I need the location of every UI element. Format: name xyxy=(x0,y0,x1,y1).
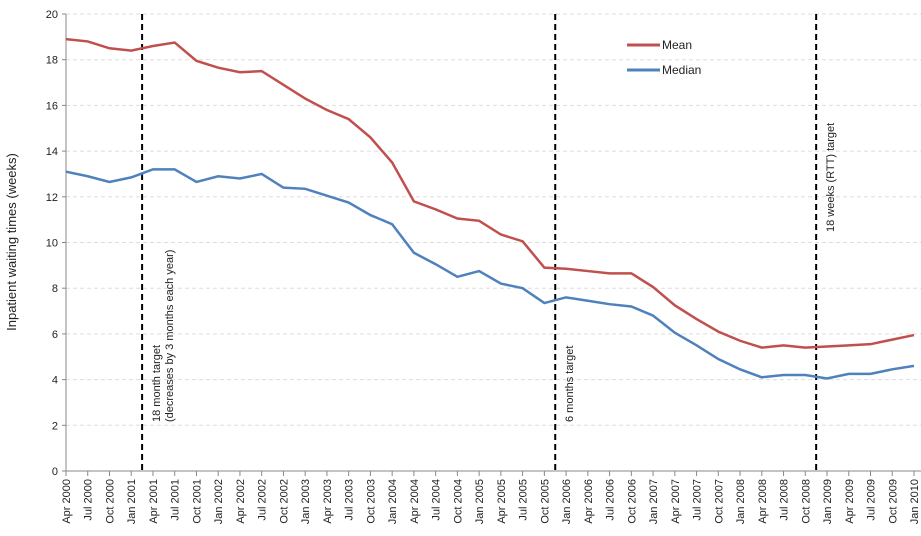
x-tick-label: Jan 2003 xyxy=(300,479,312,524)
x-tick-label: Apr 2007 xyxy=(670,479,682,524)
x-tick-label: Jan 2008 xyxy=(735,479,747,524)
x-tick-label: Jul 2004 xyxy=(431,479,443,521)
y-tick-label: 2 xyxy=(52,420,58,432)
x-tick-label: Oct 2004 xyxy=(452,479,464,524)
x-tick-label: Jan 2010 xyxy=(909,479,921,524)
x-tick-label: Jul 2005 xyxy=(518,479,530,521)
y-tick-label: 8 xyxy=(52,283,58,295)
x-tick-label: Apr 2004 xyxy=(409,479,421,524)
series-line xyxy=(65,168,915,380)
x-tick-label: Jul 2003 xyxy=(344,479,356,521)
x-tick-label: Jul 2000 xyxy=(83,479,95,521)
x-tick-label: Jan 2009 xyxy=(822,479,834,524)
x-tick-label: Jan 2005 xyxy=(474,479,486,524)
x-tick-label: Oct 2006 xyxy=(626,479,638,524)
x-tick-label: Jan 2006 xyxy=(561,479,573,524)
x-tick-label: Jan 2007 xyxy=(648,479,660,524)
x-tick-label: Oct 2002 xyxy=(278,479,290,524)
y-axis-label: Inpatient waiting times (weeks) xyxy=(4,153,19,331)
y-tick-label: 10 xyxy=(46,238,58,250)
series-line xyxy=(65,37,915,349)
x-tick-label: Oct 2000 xyxy=(104,479,116,524)
x-tick-label: Jan 2001 xyxy=(126,479,138,524)
x-tick-label: Apr 2003 xyxy=(322,479,334,524)
y-tick-label: 12 xyxy=(46,192,58,204)
legend-label: Mean xyxy=(662,38,692,52)
y-tick-label: 16 xyxy=(46,100,58,112)
annotation-text: 18 month target xyxy=(151,345,163,422)
x-tick-label: Jul 2007 xyxy=(692,479,704,521)
x-tick-label: Oct 2009 xyxy=(887,479,899,524)
annotation-text: 18 weeks (RTT) target xyxy=(825,123,837,232)
x-tick-label: Apr 2005 xyxy=(496,479,508,524)
x-tick-label: Jan 2002 xyxy=(213,479,225,524)
y-tick-label: 4 xyxy=(52,375,58,387)
x-tick-label: Oct 2008 xyxy=(800,479,812,524)
x-tick-label: Oct 2005 xyxy=(539,479,551,524)
y-tick-label: 20 xyxy=(46,9,58,21)
y-tick-label: 0 xyxy=(52,466,58,478)
legend-label: Median xyxy=(662,63,701,77)
x-tick-label: Oct 2003 xyxy=(365,479,377,524)
x-tick-label: Jul 2006 xyxy=(605,479,617,521)
x-tick-label: Jul 2009 xyxy=(866,479,878,521)
annotation-text: (decreases by 3 months each year) xyxy=(164,250,176,422)
y-tick-label: 14 xyxy=(46,146,58,158)
x-tick-label: Apr 2001 xyxy=(148,479,160,524)
x-tick-label: Apr 2002 xyxy=(235,479,247,524)
x-tick-label: Jul 2001 xyxy=(170,479,182,521)
x-tick-label: Apr 2008 xyxy=(757,479,769,524)
annotation-text: 6 months target xyxy=(564,346,576,422)
x-tick-label: Apr 2009 xyxy=(844,479,856,524)
x-tick-label: Jul 2008 xyxy=(779,479,791,521)
y-tick-label: 6 xyxy=(52,329,58,341)
y-tick-label: 18 xyxy=(46,55,58,67)
x-tick-label: Apr 2000 xyxy=(61,479,73,524)
x-tick-label: Jan 2004 xyxy=(387,479,399,524)
x-tick-label: Apr 2006 xyxy=(583,479,595,524)
x-tick-label: Oct 2001 xyxy=(191,479,203,524)
x-tick-label: Oct 2007 xyxy=(713,479,725,524)
x-tick-label: Jul 2002 xyxy=(257,479,269,521)
